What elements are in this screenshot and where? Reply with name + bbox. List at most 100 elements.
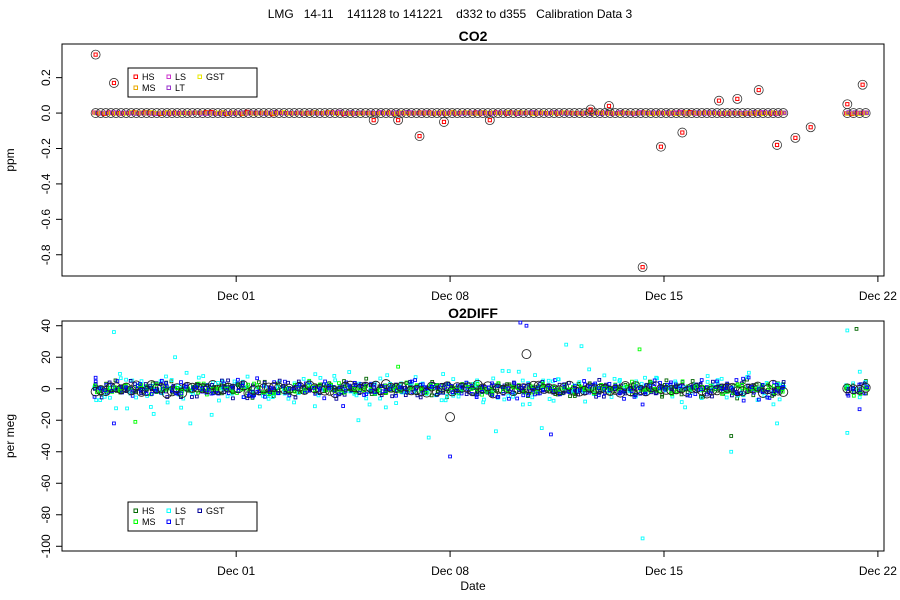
data-point xyxy=(286,380,290,385)
data-point xyxy=(255,376,260,381)
data-point xyxy=(429,393,434,398)
data-point xyxy=(652,382,657,386)
outlier-point xyxy=(356,418,361,423)
data-point-avg xyxy=(365,382,376,393)
data-point xyxy=(107,386,112,390)
outlier-point xyxy=(729,434,734,438)
outlier-avg xyxy=(732,94,743,104)
data-point xyxy=(490,381,494,386)
legend-label: GST xyxy=(206,72,225,82)
data-point xyxy=(318,376,323,380)
outlier-avg xyxy=(604,101,614,111)
outlier-avg xyxy=(484,115,495,126)
y-tick-label: -60 xyxy=(39,474,53,492)
outlier-point xyxy=(341,404,345,408)
data-point xyxy=(194,385,198,390)
outlier-point xyxy=(173,355,177,360)
data-point xyxy=(435,393,439,397)
data-point xyxy=(612,376,617,381)
data-point xyxy=(378,376,383,381)
data-point xyxy=(118,371,122,376)
data-point xyxy=(134,395,138,400)
data-point xyxy=(216,381,220,385)
data-point xyxy=(231,396,235,401)
data-point xyxy=(490,393,495,398)
data-point xyxy=(720,391,724,396)
outlier-point xyxy=(112,421,116,426)
data-point xyxy=(757,397,761,402)
data-point xyxy=(390,394,395,399)
data-point xyxy=(99,395,104,400)
data-point xyxy=(694,384,698,389)
data-point xyxy=(639,381,644,386)
outlier-point xyxy=(775,421,779,426)
panel-title: CO2 xyxy=(459,28,488,44)
data-point xyxy=(364,396,369,401)
outlier-avg xyxy=(677,127,688,138)
data-point xyxy=(303,390,307,395)
data-point xyxy=(226,378,230,383)
data-point xyxy=(724,386,728,391)
data-point xyxy=(257,404,262,409)
data-point xyxy=(617,389,621,393)
outlier-avg xyxy=(637,262,648,273)
data-point-avg xyxy=(381,379,391,390)
outlier-avg xyxy=(368,115,379,126)
outlier-point xyxy=(494,429,498,434)
outlier-avg xyxy=(393,115,404,126)
data-point xyxy=(413,375,418,379)
data-point xyxy=(846,393,851,398)
outlier-point xyxy=(729,449,734,454)
panel-title: O2DIFF xyxy=(448,305,498,321)
data-point xyxy=(587,367,592,372)
outlier-point xyxy=(845,102,850,107)
outlier-point xyxy=(188,421,193,426)
data-point xyxy=(150,381,155,386)
data-point xyxy=(94,398,99,403)
outlier-avg xyxy=(753,85,764,95)
data-point xyxy=(275,385,280,390)
data-point xyxy=(403,393,408,398)
data-point xyxy=(515,396,519,401)
outlier-point xyxy=(396,118,401,123)
data-point xyxy=(864,110,869,115)
data-point xyxy=(510,390,515,395)
data-point xyxy=(474,395,479,399)
data-point-avg xyxy=(284,383,295,394)
outlier-avg xyxy=(805,122,816,133)
data-point xyxy=(342,392,347,397)
data-point xyxy=(245,374,250,379)
outlier-avg xyxy=(656,141,666,152)
data-point xyxy=(475,382,480,386)
data-point xyxy=(190,395,194,399)
data-point xyxy=(596,393,601,398)
outlier-point xyxy=(487,118,492,123)
data-point xyxy=(699,396,704,400)
data-point-avg xyxy=(605,385,616,396)
outlier-avg xyxy=(842,99,853,110)
y-tick-label: -20 xyxy=(39,411,53,429)
data-point xyxy=(113,387,118,392)
data-point-avg xyxy=(253,385,264,396)
data-point xyxy=(532,392,537,397)
legend-box xyxy=(127,501,258,532)
data-point xyxy=(852,110,857,115)
data-point xyxy=(846,387,851,391)
data-point xyxy=(413,378,417,382)
data-point-avg xyxy=(732,386,743,397)
data-point xyxy=(715,379,719,384)
data-point xyxy=(602,394,606,399)
data-point xyxy=(602,373,607,378)
data-point xyxy=(372,385,377,390)
outlier-point xyxy=(845,430,850,435)
data-point xyxy=(297,382,302,387)
data-point-avg xyxy=(345,380,356,391)
outlier-point xyxy=(680,130,685,135)
data-point xyxy=(609,395,614,399)
data-point xyxy=(165,400,170,405)
data-point xyxy=(507,396,511,401)
data-point xyxy=(450,390,455,395)
outlier-point xyxy=(93,52,98,57)
outlier-point xyxy=(426,435,431,440)
data-point xyxy=(292,400,296,405)
